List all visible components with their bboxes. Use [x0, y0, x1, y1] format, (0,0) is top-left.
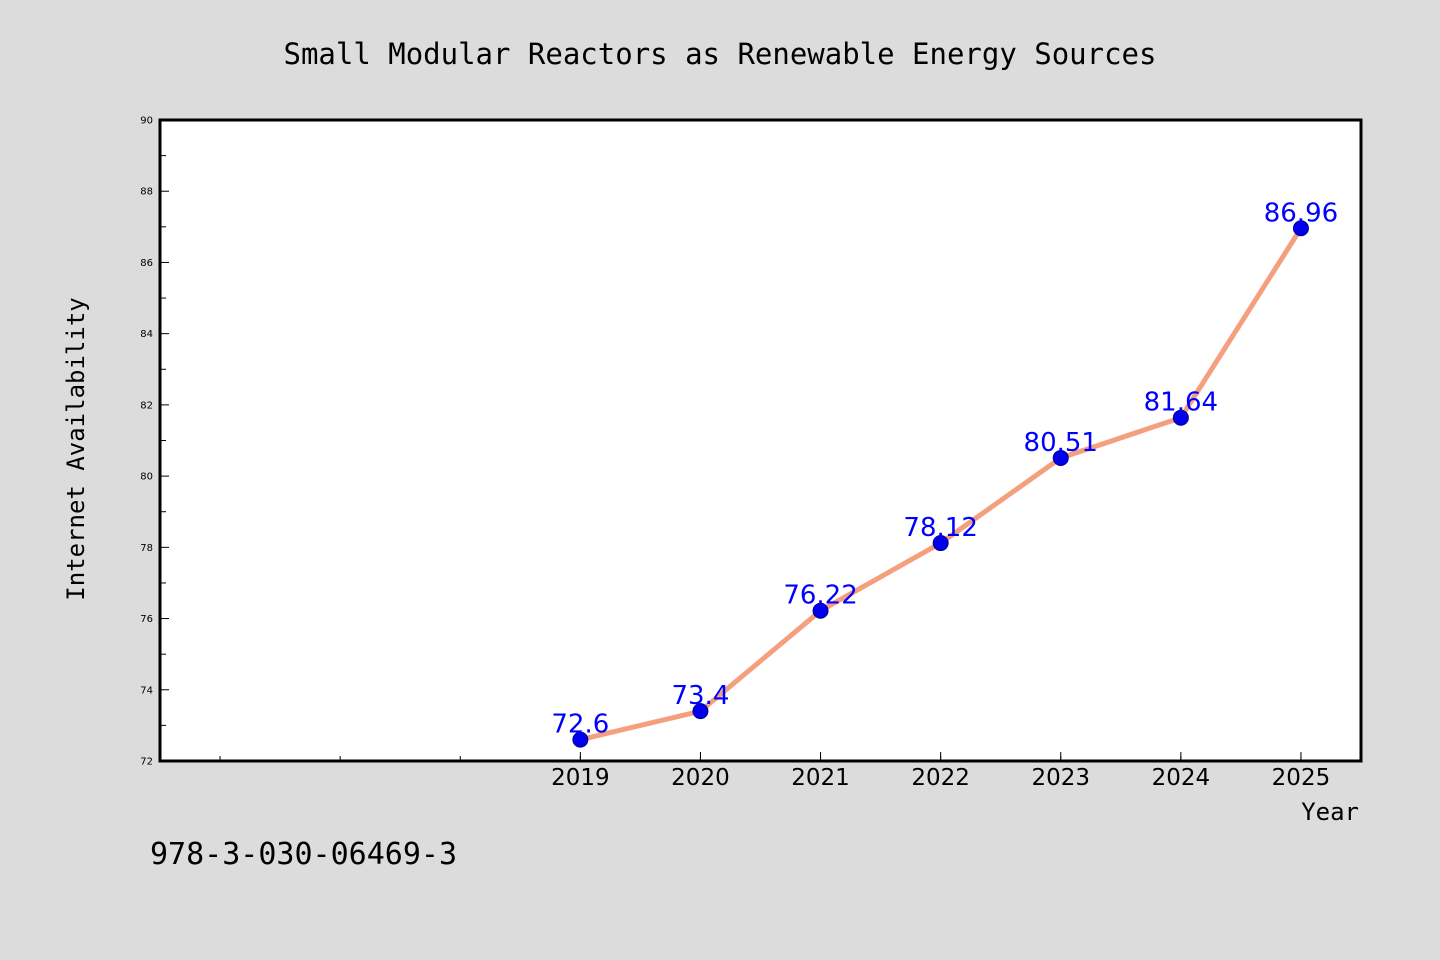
data-series: 72.6 73.4 76.22 78.12 80.51 81.64 86.96 — [551, 198, 1338, 748]
x-tick-label: 2022 — [911, 765, 970, 791]
y-tick-label: 88 — [140, 187, 153, 198]
y-tick-label: 84 — [140, 329, 153, 340]
x-tick-label: 2024 — [1152, 765, 1211, 791]
plot-frame — [158, 118, 1363, 763]
data-point — [812, 602, 829, 619]
data-label: 80.51 — [1024, 428, 1098, 458]
data-label: 72.6 — [551, 710, 609, 740]
y-tick-label: 90 — [140, 116, 153, 127]
data-point — [1292, 220, 1309, 237]
y-tick-label: 72 — [140, 757, 153, 768]
data-point — [932, 535, 949, 552]
x-tick-label: 2019 — [551, 765, 610, 791]
data-label: 78.12 — [903, 513, 977, 543]
y-tick-label: 82 — [140, 400, 153, 411]
x-tick-label: 2020 — [671, 765, 730, 791]
data-point — [692, 703, 709, 720]
y-tick-label: 78 — [140, 543, 153, 554]
y-tick-label: 80 — [140, 472, 153, 483]
x-tick-label: 2023 — [1031, 765, 1090, 791]
plot-area — [160, 120, 1361, 761]
y-tick-label: 86 — [140, 258, 153, 269]
data-point — [1172, 409, 1189, 426]
data-label: 76.22 — [783, 581, 857, 611]
data-label: 81.64 — [1144, 388, 1218, 418]
data-point — [572, 731, 589, 748]
x-tick-label: 2021 — [791, 765, 850, 791]
y-tick-label: 76 — [140, 614, 153, 625]
data-label: 86.96 — [1264, 198, 1338, 228]
x-axis-label: Year — [1301, 798, 1359, 826]
data-label: 73.4 — [672, 681, 730, 711]
y-tick-label: 74 — [140, 685, 153, 696]
x-tick-label: 2025 — [1272, 765, 1331, 791]
isbn-text: 978-3-030-06469-3 — [150, 837, 457, 872]
y-axis-label: Internet Availability — [62, 297, 90, 600]
chart-title: Small Modular Reactors as Renewable Ener… — [284, 37, 1157, 71]
data-point — [1052, 449, 1069, 466]
x-axis: 2019 2020 2021 2022 2023 2024 2025 — [219, 752, 1331, 791]
